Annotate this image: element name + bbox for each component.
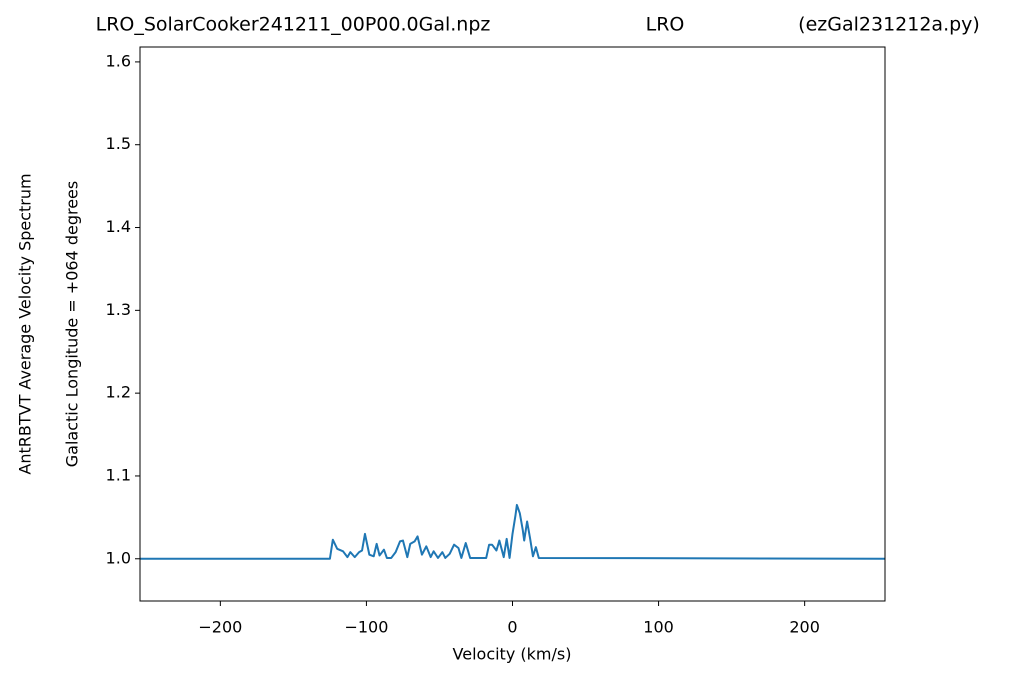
x-tick-label: 200 <box>789 618 820 637</box>
plot-frame <box>139 46 886 602</box>
data-line <box>140 503 886 560</box>
y-tick-label: 1.1 <box>106 465 131 484</box>
y-tick-label: 1.3 <box>106 300 131 319</box>
x-axis-label: Velocity (km/s) <box>453 645 572 664</box>
x-tick-label: 0 <box>507 618 517 637</box>
x-tick-label: 100 <box>643 618 674 637</box>
y-axis-label-2: Galactic Longitude = +064 degrees <box>63 181 82 467</box>
title-right: (ezGal231212a.py) <box>798 14 980 36</box>
title-center: LRO <box>646 14 685 36</box>
y-tick-label: 1.6 <box>106 51 131 70</box>
y-axis-label: AntRBTVT Average Velocity Spectrum <box>16 173 35 474</box>
y-tick-label: 1.2 <box>106 383 131 402</box>
x-tick-label: −100 <box>344 618 388 637</box>
x-tick-label: −200 <box>198 618 242 637</box>
y-tick-label: 1.4 <box>106 217 131 236</box>
title-left: LRO_SolarCooker241211_00P00.0Gal.npz <box>96 14 491 36</box>
y-tick-label: 1.5 <box>106 134 131 153</box>
y-tick-label: 1.0 <box>106 548 131 567</box>
